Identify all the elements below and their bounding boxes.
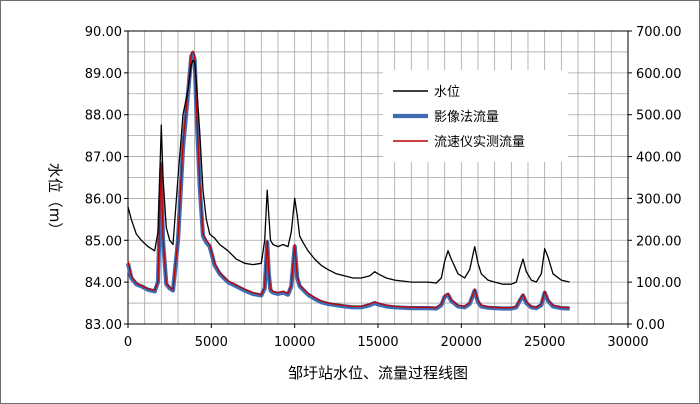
legend-label-3: 流速仪实测流量 [434,135,525,150]
y2-tick-label: 500.00 [636,109,682,124]
y-tick-label: 89.00 [85,67,122,82]
x-axis-title: 邹圩站水位、流量过程线图 [288,364,468,382]
y-tick-label: 88.00 [85,109,122,124]
y-tick-label: 84.00 [85,276,122,291]
x-tick-label: 20000 [441,335,482,350]
legend-label-2: 影像法流量 [434,110,499,125]
x-tick-label: 0 [124,335,132,350]
y2-tick-label: 400.00 [636,151,682,166]
x-tick-label: 25000 [524,335,565,350]
legend-label-1: 水位 [434,85,460,100]
y2-tick-label: 100.00 [636,276,682,291]
y2-tick-label: 300.00 [636,192,682,207]
series-line-3 [127,50,570,309]
y-tick-label: 85.00 [85,234,122,249]
y-tick-label: 87.00 [85,151,122,166]
y2-tick-label: 0.00 [636,318,665,333]
x-tick-label: 30000 [607,335,648,350]
series-line-1 [127,59,570,285]
x-tick-label: 10000 [274,335,315,350]
y-tick-label: 86.00 [85,192,122,207]
y-axis-title: 水位（m） [46,163,64,238]
y-tick-label: 83.00 [85,318,122,333]
axes-layer: 0 5000 10000 15000 20000 25000 30000 83.00 84.00… [85,25,682,350]
y2-tick-label: 200.00 [636,234,682,249]
y-tick-label: 90.00 [85,25,122,40]
series-layer [125,50,570,311]
y2-tick-label: 700.00 [636,25,682,40]
x-tick-label: 5000 [195,335,228,350]
y2-tick-label: 600.00 [636,67,682,82]
x-tick-label: 15000 [357,335,398,350]
